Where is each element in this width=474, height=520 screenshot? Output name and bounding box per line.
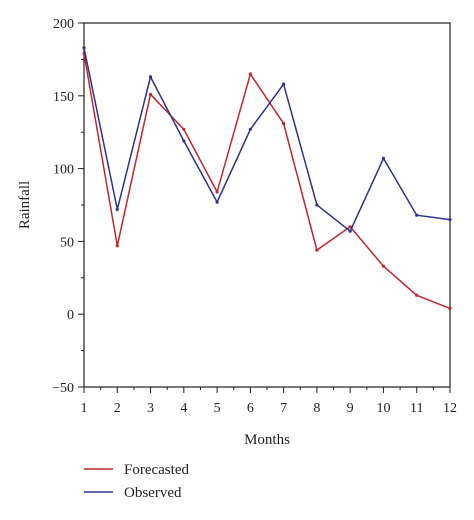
x-axis-title: Months [244,432,290,448]
x-tick-label: 4 [180,401,187,416]
x-tick-label: 1 [81,401,88,416]
data-point-forecasted [448,306,452,310]
data-point-observed [82,46,86,50]
data-point-forecasted [182,127,186,131]
y-tick-label: 50 [60,235,74,250]
x-tick-label: 9 [347,401,354,416]
x-tick-label: 5 [214,401,221,416]
data-point-observed [381,156,386,161]
x-tick-label: 12 [443,401,457,416]
y-tick-label: 200 [53,17,74,32]
data-point-forecasted [381,264,386,268]
x-tick-label: 8 [313,401,320,416]
x-tick-label: 7 [280,401,287,416]
data-point-forecasted [282,121,286,126]
data-point-observed [348,229,352,233]
data-point-observed [315,203,319,207]
y-tick-label: 100 [53,163,74,178]
data-point-forecasted [315,248,319,252]
data-point-observed [148,75,153,79]
data-point-observed [115,207,119,211]
legend: Forecasted Observed [84,462,189,501]
series-line-forecasted [83,53,451,310]
data-point-observed [282,82,286,86]
legend-label-observed: Observed [124,485,182,501]
legend-label-forecasted: Forecasted [124,462,189,478]
data-point-observed [248,127,252,131]
series-line-observed [83,47,451,233]
data-point-forecasted [148,92,153,96]
x-tick-label: 2 [114,401,121,416]
x-tick-label: 10 [376,401,390,416]
data-point-forecasted [248,72,252,76]
y-tick-label: 0 [67,308,74,323]
y-tick-label: −50 [52,381,74,396]
y-axis-title: Rainfall [17,181,33,229]
data-point-forecasted [415,293,419,297]
plot-frame-layer [83,22,451,388]
y-tick-label: 150 [53,90,74,105]
data-point-forecasted [348,225,352,229]
data-point-forecasted [215,190,219,194]
data-point-forecasted [115,244,119,248]
data-point-observed [215,200,219,204]
x-tick-label: 6 [247,401,254,416]
data-point-observed [448,217,452,222]
series-layer [82,46,452,310]
x-tick-label: 11 [410,401,423,416]
axis-labels-layer: Months Rainfall [17,181,290,448]
data-point-observed [415,213,419,217]
data-point-observed [182,139,186,143]
x-tick-label: 3 [147,401,154,416]
plot-frame [83,22,451,388]
